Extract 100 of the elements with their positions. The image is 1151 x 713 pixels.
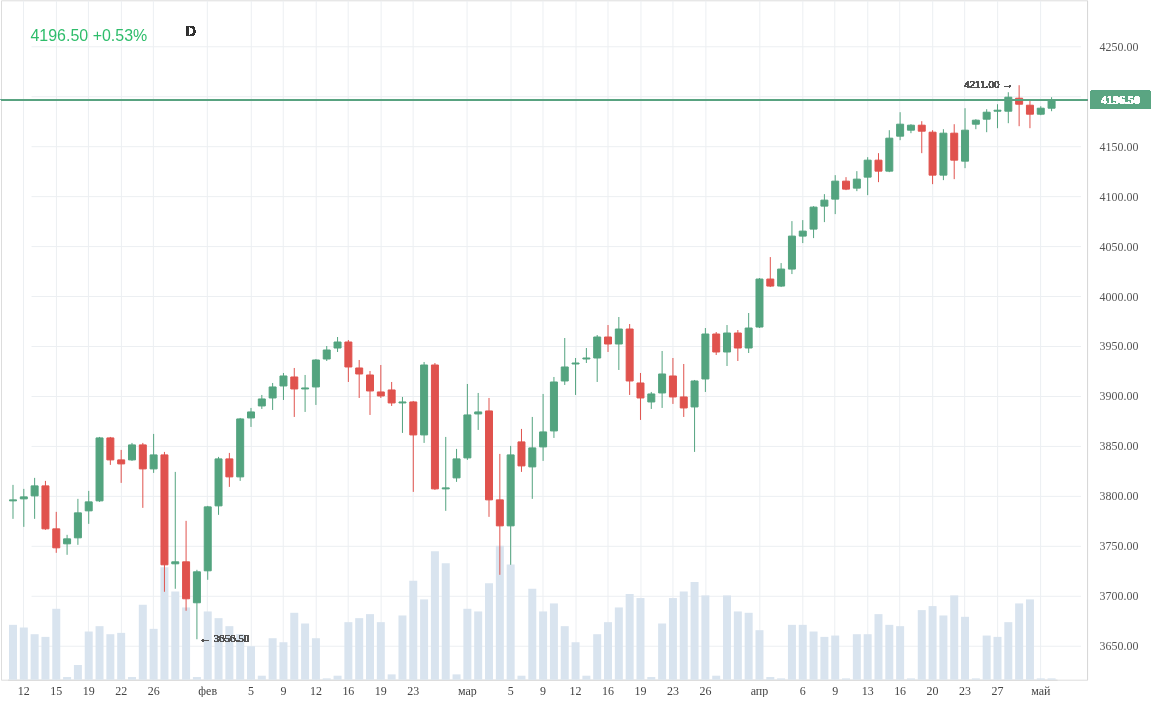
bar: [939, 615, 948, 680]
candlestick: [863, 156, 872, 196]
bar: [409, 580, 418, 680]
candlestick: [820, 193, 829, 223]
bar: [495, 545, 504, 680]
y-tick-label: 3700.00: [1099, 589, 1139, 604]
bar: [420, 599, 429, 680]
candlestick: [614, 316, 623, 371]
candlestick: [517, 428, 526, 473]
ref-line-label: 4196.50: [1101, 92, 1140, 107]
candlestick: [376, 364, 385, 399]
candlestick: [247, 407, 255, 428]
candlestick: [441, 436, 450, 512]
bar: [604, 622, 613, 680]
x-tick-label: 5: [507, 684, 514, 699]
bar: [852, 634, 861, 680]
bar: [993, 636, 1002, 680]
bar: [982, 635, 991, 680]
candlestick: [528, 416, 537, 500]
bar: [474, 611, 483, 680]
bar: [52, 608, 61, 680]
bar: [203, 611, 212, 680]
x-tick-label: 23: [407, 684, 420, 699]
bar: [701, 595, 710, 680]
x-tick-label: 15: [50, 684, 63, 699]
bar: [917, 610, 926, 680]
candlestick: [30, 477, 39, 520]
bar: [549, 603, 558, 680]
candlestick: [852, 170, 861, 192]
candlestick: [8, 484, 17, 520]
bar: [961, 616, 970, 680]
x-tick-label: 19: [82, 684, 95, 699]
candlestick: [171, 471, 180, 590]
candlestick: [831, 174, 840, 215]
candlestick: [398, 396, 407, 434]
bar: [247, 646, 255, 680]
candlestick: [766, 256, 775, 288]
bar: [744, 612, 753, 680]
x-tick-label: апр: [750, 684, 769, 699]
y-tick-label: 4250.00: [1099, 39, 1139, 54]
annotation: ← 3656.50: [199, 631, 250, 644]
bar: [863, 634, 872, 680]
candlestick: [387, 381, 396, 407]
x-tick-label: 19: [634, 684, 647, 699]
candlestick: [604, 324, 613, 353]
bar: [463, 608, 472, 680]
candlestick: [658, 350, 667, 409]
candlestick: [268, 382, 277, 411]
candlestick: [1004, 91, 1013, 124]
candlestick: [982, 108, 991, 133]
candlestick: [301, 374, 310, 413]
bar: [344, 622, 353, 680]
bar: [506, 564, 515, 680]
candlestick: [993, 103, 1002, 129]
x-tick-label: 26: [147, 684, 160, 699]
bar: [95, 626, 104, 680]
x-tick-label: 12: [309, 684, 322, 699]
bar: [668, 598, 677, 680]
candlestick: [679, 363, 688, 418]
x-tick-label: мар: [457, 684, 477, 699]
x-tick-label: 12: [17, 684, 30, 699]
x-tick-label: 22: [115, 684, 128, 699]
bar: [73, 664, 82, 680]
x-tick-label: 16: [602, 684, 615, 699]
candlestick: [668, 357, 677, 405]
bar: [1025, 599, 1034, 680]
bar: [441, 563, 450, 680]
bar: [30, 634, 39, 680]
x-tick-label: 19: [374, 684, 387, 699]
candlestick: [474, 392, 483, 431]
bar: [333, 675, 342, 680]
bar: [485, 583, 494, 680]
bar: [268, 638, 277, 680]
y-tick-label: 3900.00: [1099, 389, 1139, 404]
bar: [809, 631, 818, 680]
candlestick: [19, 488, 28, 528]
bar: [430, 551, 439, 680]
candlestick: [917, 120, 926, 154]
candlestick: [366, 370, 374, 416]
candlestick: [149, 433, 158, 474]
candlestick: [809, 205, 818, 239]
annotation: D: [185, 23, 196, 40]
candlestick: [593, 334, 602, 383]
bar: [171, 591, 180, 680]
candlestick: [63, 534, 72, 556]
x-tick-label: фев: [198, 684, 218, 699]
candlestick: [117, 449, 126, 484]
y-tick-label: 4050.00: [1099, 239, 1139, 254]
bar: [733, 611, 742, 680]
bar: [690, 582, 699, 680]
x-tick-label: 20: [926, 684, 939, 699]
candlestick: [971, 118, 980, 130]
bar: [517, 675, 526, 680]
bar: [1004, 622, 1013, 680]
bar: [301, 623, 310, 680]
text: 4196.50 +0.53%: [30, 27, 148, 45]
bar: [355, 618, 364, 680]
bar: [257, 675, 266, 680]
x-tick-label: 6: [799, 684, 806, 699]
bar: [117, 632, 126, 680]
